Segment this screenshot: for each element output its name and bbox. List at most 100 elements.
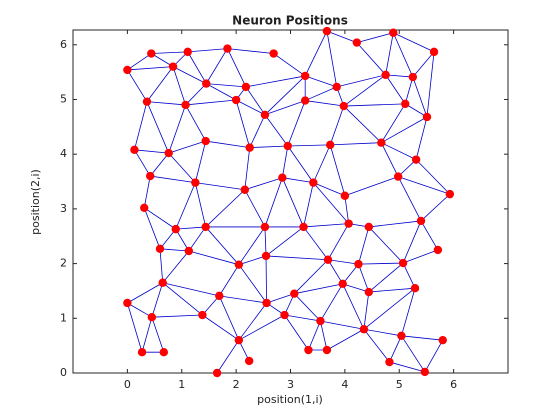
neuron (401, 99, 410, 109)
edge (303, 223, 349, 228)
edge (218, 264, 240, 297)
neuron (130, 145, 139, 155)
edge (162, 250, 190, 283)
y-axis-label: position(2,i) (29, 169, 42, 235)
edge (304, 30, 328, 77)
edge (249, 114, 266, 148)
neuron (198, 310, 207, 320)
neuron (181, 100, 190, 110)
neuron (364, 287, 373, 297)
edge (402, 249, 438, 264)
edge (326, 31, 338, 87)
edge (426, 51, 435, 118)
edge (151, 53, 174, 67)
edge (264, 177, 283, 228)
edge (244, 177, 283, 191)
neuron (191, 178, 200, 187)
edge (235, 99, 251, 148)
neuron (164, 148, 173, 158)
neuron (147, 313, 157, 322)
edge (405, 103, 428, 118)
edge (238, 314, 285, 341)
neuron (241, 82, 251, 92)
neuron (340, 191, 350, 200)
neuron (416, 216, 426, 226)
neuron (445, 189, 455, 199)
neuron (359, 325, 369, 334)
edge (202, 295, 220, 316)
edge (175, 182, 196, 230)
edge (363, 291, 370, 330)
edge (380, 142, 399, 177)
edge (238, 226, 266, 265)
edge (401, 335, 426, 373)
edge (282, 177, 314, 184)
neuron (299, 222, 308, 232)
neuron (231, 95, 241, 105)
edge (404, 76, 414, 104)
edge (356, 42, 386, 76)
neuron (278, 173, 287, 182)
edge (175, 228, 190, 252)
edge (281, 177, 304, 228)
neuron (344, 219, 353, 228)
edge (265, 226, 304, 257)
edge (244, 147, 251, 190)
neuron (322, 345, 332, 355)
edge (264, 114, 289, 147)
neuron (316, 316, 325, 326)
neuron (201, 222, 210, 232)
edge (381, 116, 428, 144)
edge (313, 182, 346, 197)
edge (194, 140, 207, 183)
edge (172, 66, 207, 84)
edge (397, 176, 422, 222)
y-tick-label: 1 (60, 311, 67, 324)
edge (146, 66, 174, 102)
edge (238, 255, 267, 266)
edge (205, 48, 228, 84)
edge (368, 220, 422, 228)
edge (385, 74, 413, 78)
edge (363, 287, 416, 330)
neuron (338, 279, 347, 289)
edge (358, 226, 370, 265)
neuron (438, 335, 447, 345)
edge (305, 100, 344, 107)
edge (159, 248, 189, 252)
edge (265, 255, 267, 303)
edge (159, 228, 177, 250)
edge (187, 48, 228, 53)
edge (303, 182, 314, 228)
edge (244, 189, 266, 228)
neuron (352, 38, 362, 47)
edge (281, 145, 289, 178)
neuron (183, 47, 192, 57)
edge (127, 282, 163, 304)
edge (264, 226, 267, 256)
neuron (245, 143, 254, 152)
edge (264, 75, 306, 116)
edge (284, 314, 321, 322)
edge (141, 317, 153, 353)
neuron (215, 291, 224, 301)
neuron (420, 367, 430, 377)
edge (330, 142, 382, 146)
neuron (159, 348, 169, 357)
edge (313, 182, 349, 224)
edge (168, 104, 186, 154)
neuron (168, 62, 178, 71)
edge (368, 226, 404, 264)
neuron (137, 348, 147, 357)
x-tick-label: 6 (450, 378, 457, 391)
edge (402, 220, 422, 264)
edge (294, 259, 329, 294)
edge (218, 295, 240, 341)
neuron (184, 246, 194, 256)
y-tick-label: 3 (60, 202, 67, 215)
edge (188, 250, 239, 266)
edge (206, 83, 237, 101)
edge (398, 176, 450, 195)
neuron (283, 141, 292, 151)
edge (294, 283, 343, 295)
